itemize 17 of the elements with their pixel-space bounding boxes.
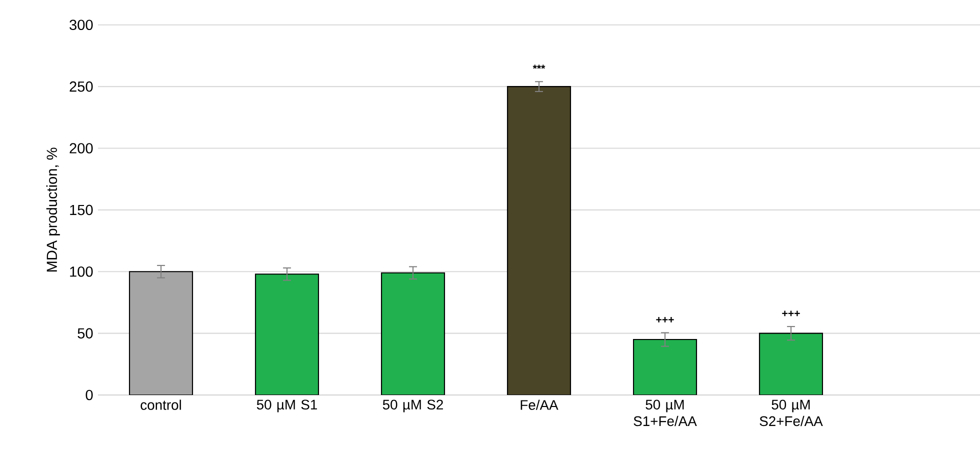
- y-tick-label: 50: [78, 328, 93, 338]
- x-tick-label: control: [140, 400, 181, 410]
- y-tick-label: 200: [70, 143, 93, 154]
- annotation: ***: [532, 64, 546, 69]
- x-tick-label: 50 µM S1+Fe/AA: [634, 400, 697, 426]
- x-tick-label: Fe/AA: [520, 400, 558, 410]
- y-tick-label: 300: [70, 20, 93, 30]
- y-tick-label: 250: [70, 81, 93, 92]
- x-tick-label: 50 µM S1: [256, 400, 317, 412]
- y-tick-label: 0: [86, 390, 93, 400]
- y-tick-label: 150: [70, 204, 93, 216]
- annotation: +++: [656, 316, 674, 322]
- x-tick-label: 50 µM S2: [382, 400, 443, 412]
- y-tick-label: 100: [70, 266, 93, 277]
- annotation: +++: [782, 310, 800, 316]
- y-axis-title: MDA production, %: [46, 148, 60, 272]
- x-tick-label: 50 µM S2+Fe/AA: [760, 400, 823, 426]
